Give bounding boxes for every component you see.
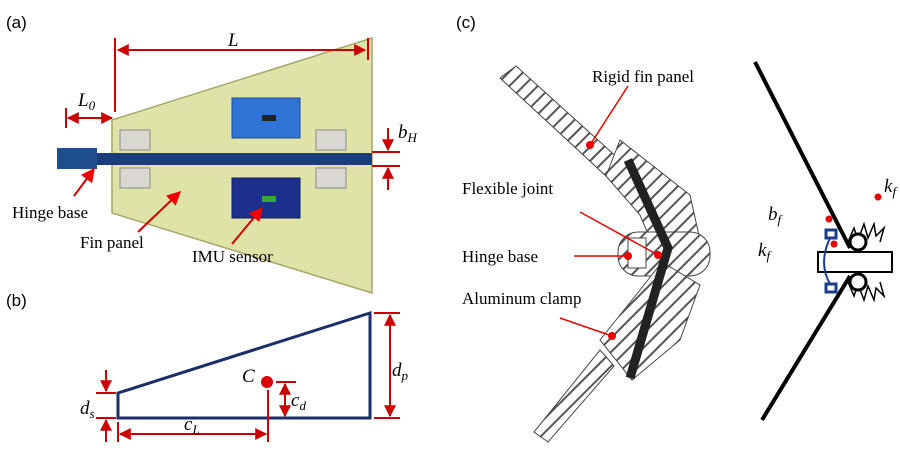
chip — [262, 115, 276, 121]
clamp — [316, 130, 346, 150]
text-part: d — [299, 398, 306, 413]
callout-dot — [826, 216, 833, 223]
text-part: s — [90, 406, 95, 421]
text-part: f — [778, 212, 784, 227]
text-part: L — [77, 90, 89, 111]
callout: Fin panel — [80, 233, 144, 252]
callout: Aluminum clamp — [462, 289, 581, 308]
symbol: bf — [768, 204, 784, 227]
callout-dot — [586, 141, 594, 149]
callout-dot — [875, 194, 882, 201]
panel-b: (b) C cd dp ds cL — [6, 291, 409, 442]
text-part: L — [227, 30, 239, 51]
text-part: p — [401, 368, 409, 383]
panel-label: (b) — [6, 291, 27, 310]
callout: IMU sensor — [192, 247, 273, 266]
callout: Rigid fin panel — [592, 67, 694, 86]
text-part: f — [766, 248, 772, 263]
clamp — [120, 130, 150, 150]
symbol: cd — [291, 390, 306, 413]
text-part: d — [392, 360, 402, 381]
callout-line — [590, 86, 628, 145]
symbol: C — [242, 366, 255, 387]
dim-label: L — [227, 30, 239, 51]
fin-line — [762, 276, 850, 420]
text-part: L — [191, 422, 199, 437]
dim-label: L0 — [77, 90, 96, 113]
figure: (a) L L0 bH Hinge base Fin panel IMU sen… — [0, 0, 900, 453]
text-part: d — [80, 398, 90, 419]
callout: Hinge base — [12, 203, 88, 222]
panel-a: (a) L L0 bH Hinge base Fin panel IMU sen… — [6, 13, 418, 293]
text-part: H — [407, 130, 418, 145]
text-part: b — [398, 122, 408, 143]
symbol: dp — [392, 360, 409, 383]
callout-dot — [831, 241, 838, 248]
centroid — [261, 376, 273, 388]
panel-c: (c) Rigid fin panel Flexible joint Hinge… — [456, 13, 898, 442]
hinge-slot — [628, 238, 646, 268]
symbol: kf — [884, 176, 898, 199]
hinge-block — [57, 148, 97, 169]
clamp — [316, 168, 346, 188]
text-part: b — [768, 204, 778, 225]
dim-label: bH — [398, 122, 418, 145]
callout-line — [560, 318, 612, 336]
text-part: 0 — [89, 98, 96, 113]
callout-dot — [654, 251, 662, 259]
panel-label: (c) — [456, 13, 476, 32]
symbol: kf — [758, 240, 772, 263]
callout: Hinge base — [462, 247, 538, 266]
pivot — [850, 274, 866, 290]
fin-arm — [534, 350, 614, 442]
callout: Flexible joint — [462, 179, 553, 198]
text-part: C — [242, 366, 255, 387]
text-part: f — [892, 184, 898, 199]
callout-dot — [624, 252, 632, 260]
symbol: ds — [80, 398, 95, 421]
callout-dot — [608, 332, 616, 340]
chip — [262, 196, 276, 202]
hinge-bar — [818, 252, 892, 272]
pivot — [850, 234, 866, 250]
clamp — [120, 168, 150, 188]
callout-arrow — [74, 169, 94, 196]
rod — [95, 153, 372, 165]
panel-label: (a) — [6, 13, 27, 32]
